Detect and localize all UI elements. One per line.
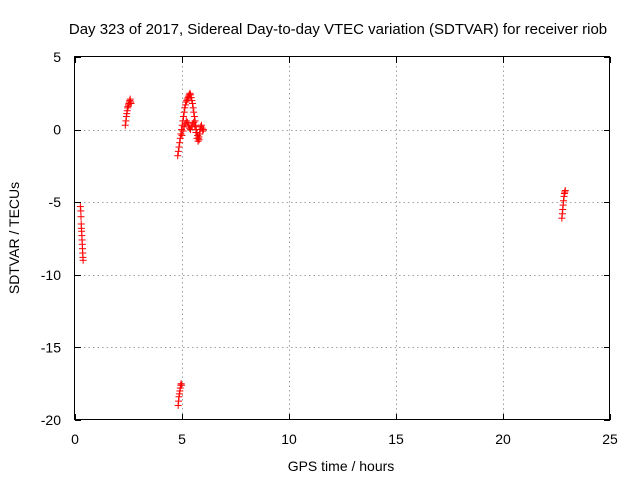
y-tick-label: -20 bbox=[41, 412, 61, 428]
data-point bbox=[183, 118, 191, 126]
data-point bbox=[181, 101, 189, 109]
x-tick-label: 10 bbox=[281, 431, 297, 447]
data-point bbox=[181, 104, 189, 112]
y-tick-label: -5 bbox=[49, 194, 62, 210]
y-tick-label: 5 bbox=[53, 49, 61, 65]
x-tick-label: 25 bbox=[602, 431, 618, 447]
data-point bbox=[187, 94, 195, 102]
data-point bbox=[176, 139, 184, 147]
data-point bbox=[188, 99, 196, 107]
data-point bbox=[77, 213, 85, 221]
x-tick-label: 0 bbox=[71, 431, 79, 447]
data-point bbox=[189, 104, 197, 112]
data-point bbox=[79, 256, 87, 264]
x-axis-label: GPS time / hours bbox=[288, 458, 395, 474]
data-point bbox=[187, 126, 195, 134]
y-tick-label: 0 bbox=[53, 122, 61, 138]
data-point bbox=[186, 89, 194, 97]
data-point bbox=[180, 123, 188, 131]
data-point bbox=[182, 117, 190, 125]
data-point bbox=[188, 97, 196, 105]
data-point bbox=[183, 95, 191, 103]
data-point bbox=[174, 147, 182, 155]
data-point bbox=[184, 121, 192, 129]
data-point bbox=[121, 121, 129, 129]
data-point bbox=[176, 134, 184, 142]
plot-frame bbox=[74, 56, 610, 420]
data-point bbox=[174, 152, 182, 160]
data-point bbox=[561, 187, 569, 195]
data-point bbox=[178, 131, 186, 139]
data-point bbox=[187, 91, 195, 99]
data-point bbox=[199, 126, 207, 134]
y-tick-label: -10 bbox=[41, 267, 61, 283]
data-point bbox=[127, 99, 135, 107]
grid bbox=[75, 57, 610, 420]
data-point bbox=[175, 143, 183, 151]
x-tick-label: 5 bbox=[178, 431, 186, 447]
data-point bbox=[194, 137, 202, 145]
data-point bbox=[199, 127, 207, 135]
data-point bbox=[198, 124, 206, 132]
data-point bbox=[195, 136, 203, 144]
data-point bbox=[197, 121, 205, 129]
data-point bbox=[190, 113, 198, 121]
data-point bbox=[190, 108, 198, 116]
y-axis-label: SDTVAR / TECUs bbox=[6, 182, 22, 294]
data-point bbox=[178, 381, 186, 389]
x-tick-label: 20 bbox=[495, 431, 511, 447]
data-point bbox=[182, 98, 190, 106]
data-points bbox=[76, 89, 569, 409]
data-point bbox=[190, 118, 198, 126]
data-point bbox=[180, 108, 188, 116]
x-tick-label: 15 bbox=[388, 431, 404, 447]
data-point bbox=[192, 129, 200, 137]
data-point bbox=[179, 127, 187, 135]
y-tick-label: -15 bbox=[41, 339, 61, 355]
chart-title: Day 323 of 2017, Sidereal Day-to-day VTE… bbox=[69, 21, 607, 38]
data-point bbox=[191, 123, 199, 131]
data-point bbox=[179, 113, 187, 121]
